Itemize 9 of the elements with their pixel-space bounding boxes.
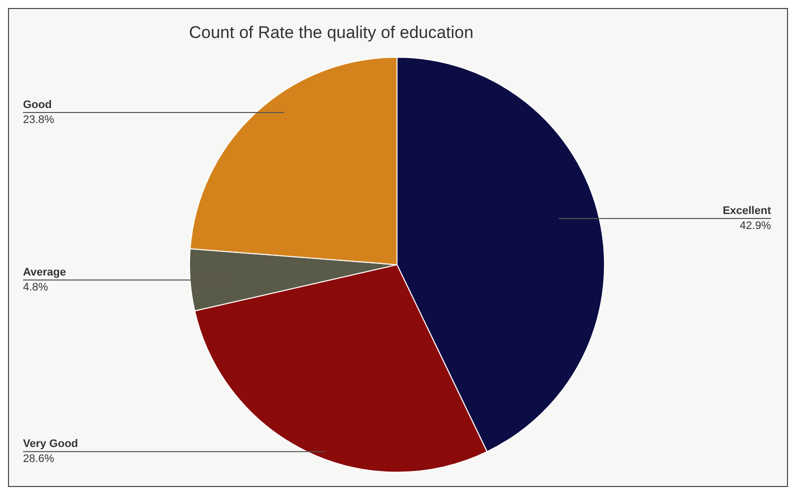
data-label: 4.8% xyxy=(23,282,48,294)
slice-label: Good xyxy=(23,98,52,111)
data-label: 42.9% xyxy=(740,220,772,232)
data-label: 28.6% xyxy=(23,453,54,466)
chart-title: Count of Rate the quality of education xyxy=(189,22,474,42)
slice-label: Excellent xyxy=(722,205,772,218)
data-label: 23.8% xyxy=(23,114,54,126)
slice-label: Average xyxy=(23,266,66,279)
slice-label: Very Good xyxy=(23,438,78,450)
